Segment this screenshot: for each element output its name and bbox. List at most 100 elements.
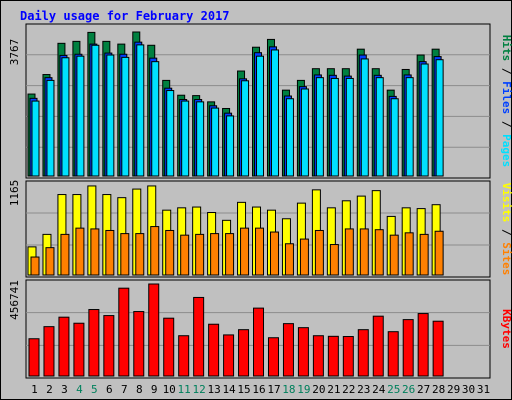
legend-kbytes: KBytes: [500, 309, 512, 349]
legend-separator: /: [500, 222, 512, 242]
legend-visits-sites: Visits / Sites: [500, 183, 512, 276]
bar-pages: [285, 98, 294, 177]
bar-sites: [299, 238, 309, 276]
bar-pages: [375, 77, 384, 177]
legend-text: Hits / Files / Pages: [500, 35, 512, 168]
bar-pages: [256, 55, 265, 177]
bar-pages: [226, 115, 235, 177]
bar-sites: [105, 229, 115, 276]
bar-pages: [121, 56, 130, 177]
bar-kbytes: [342, 336, 354, 377]
bar-kbytes: [402, 319, 414, 377]
bar-pages: [330, 77, 339, 177]
legend-item-files: Files: [500, 81, 512, 114]
bar-pages: [345, 77, 354, 177]
bar-sites: [344, 228, 354, 276]
y-max-label-visits: 1165: [8, 180, 21, 207]
bar-kbytes: [208, 323, 220, 377]
bar-pages: [106, 54, 115, 177]
x-tick-label: 6: [106, 383, 113, 396]
x-tick-label: 15: [237, 383, 250, 396]
x-tick-label: 17: [267, 383, 280, 396]
bar-kbytes: [372, 315, 384, 377]
bar-sites: [389, 234, 399, 276]
bar-pages: [270, 49, 279, 177]
bar-sites: [434, 230, 444, 276]
bar-sites: [90, 228, 100, 276]
bar-pages: [31, 100, 40, 177]
bar-kbytes: [253, 307, 265, 377]
bar-sites: [165, 229, 175, 276]
bar-kbytes: [28, 338, 40, 377]
bar-kbytes: [432, 320, 444, 377]
x-tick-label: 31: [477, 383, 490, 396]
bar-kbytes: [357, 329, 369, 377]
bar-kbytes: [88, 309, 100, 377]
bar-sites: [374, 229, 384, 276]
bar-pages: [390, 98, 399, 177]
x-tick-label: 18: [282, 383, 295, 396]
bar-sites: [284, 243, 294, 276]
panel-visits-sites: [25, 180, 491, 278]
bar-pages: [151, 61, 160, 177]
bar-sites: [240, 227, 250, 276]
bar-kbytes: [312, 335, 324, 377]
bar-kbytes: [282, 323, 294, 377]
bar-kbytes: [73, 322, 85, 377]
bar-sites: [255, 227, 265, 276]
bar-sites: [195, 233, 205, 276]
panel-kbytes: [25, 279, 491, 379]
bar-kbytes: [267, 337, 279, 377]
x-tick-label: 20: [312, 383, 325, 396]
legend-separator: /: [500, 61, 512, 81]
bar-pages: [300, 88, 309, 177]
panel-hits-files-pages: [25, 23, 491, 179]
bar-sites: [359, 228, 369, 276]
legend-text: Visits / Sites: [500, 183, 512, 276]
legend-item-pages: Pages: [500, 134, 512, 167]
bar-kbytes: [327, 335, 339, 377]
bar-pages: [196, 101, 205, 177]
bar-pages: [61, 57, 70, 177]
x-tick-label: 2: [46, 383, 53, 396]
bar-kbytes: [297, 327, 309, 377]
x-tick-label: 21: [327, 383, 340, 396]
bar-pages: [181, 100, 190, 177]
bar-sites: [210, 233, 220, 276]
bar-sites: [75, 227, 85, 276]
bar-pages: [360, 58, 369, 177]
x-tick-label: 1: [31, 383, 38, 396]
x-tick-label: 13: [207, 383, 220, 396]
bar-kbytes: [133, 311, 145, 377]
x-tick-label: 12: [193, 383, 206, 396]
bar-kbytes: [238, 329, 250, 377]
legend-separator: /: [500, 114, 512, 134]
bar-sites: [30, 256, 40, 276]
bar-pages: [241, 80, 250, 177]
x-tick-label: 23: [357, 383, 370, 396]
bar-pages: [405, 77, 414, 177]
bar-sites: [120, 233, 130, 276]
bar-pages: [211, 107, 220, 177]
x-tick-label: 19: [297, 383, 310, 396]
bar-kbytes: [417, 313, 429, 377]
bar-pages: [315, 77, 324, 177]
x-tick-label: 27: [417, 383, 430, 396]
x-tick-label: 25: [387, 383, 400, 396]
bar-pages: [91, 44, 100, 177]
bar-sites: [314, 229, 324, 276]
bar-pages: [435, 59, 444, 177]
bar-pages: [166, 90, 175, 177]
bar-kbytes: [163, 317, 175, 377]
x-tick-label: 7: [121, 383, 128, 396]
bar-sites: [150, 226, 160, 276]
x-tick-label: 3: [61, 383, 68, 396]
y-max-label-hits: 3767: [8, 39, 21, 66]
bar-kbytes: [103, 315, 115, 377]
bar-sites: [419, 233, 429, 276]
y-max-label-kbytes: 456741: [8, 280, 21, 320]
bar-sites: [329, 244, 339, 276]
x-tick-label: 29: [447, 383, 460, 396]
x-tick-label: 26: [402, 383, 415, 396]
